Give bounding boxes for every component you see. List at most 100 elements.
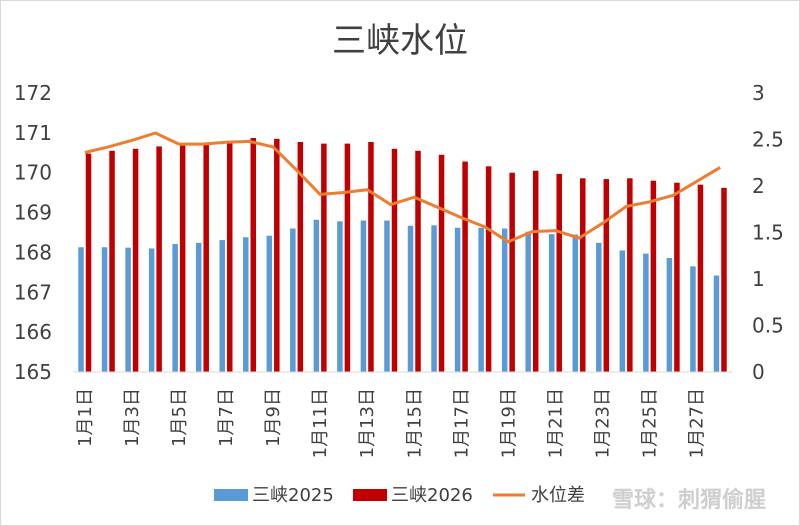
bar-2026 [132,148,139,372]
x-axis-tick-label: 1月11日 [310,388,331,458]
bar-2026 [603,179,610,372]
bar-2025 [619,250,626,372]
bar-2026 [462,161,468,372]
bar-2025 [454,227,461,372]
x-axis-tick-label: 1月1日 [75,388,96,447]
right-axis-tick-label: 1 [752,267,765,291]
bar-2026 [250,138,257,372]
bar-2026 [179,145,186,372]
bar-2025 [548,234,555,372]
right-y-axis: 0 0.5 1 1.5 2 2.5 3 [752,81,784,384]
watermark-text: 雪球：刺猬偷腥 [612,487,766,513]
bar-2026 [368,142,374,372]
bar-2026 [556,173,562,372]
left-axis-tick-label: 168 [14,240,52,264]
x-axis-tick-label: 1月23日 [593,388,614,458]
legend-swatch-2025 [214,489,248,501]
x-axis-tick-label: 1月7日 [216,388,237,447]
bar-2025 [525,231,531,372]
legend: 三峡2025 三峡2026 水位差 [214,485,585,506]
bar-2026 [156,146,162,372]
bar-2025 [478,227,484,372]
bar-2025 [666,258,673,372]
series-2026-bars [85,138,727,372]
x-axis-tick-label: 1月3日 [122,388,143,447]
series-diff-line [84,131,721,244]
right-axis-tick-label: 3 [752,81,765,105]
bar-2026 [297,142,304,372]
x-axis-tick-label: 1月25日 [640,388,661,458]
bar-2025 [407,225,414,372]
bar-2026 [721,187,727,372]
right-axis-tick-label: 0 [752,360,765,384]
chart-title: 三峡水位 [332,21,468,61]
legend-swatch-2026 [353,489,387,501]
x-axis-tick-label: 1月13日 [357,388,378,458]
left-y-axis: 165 166 167 168 169 170 171 172 [14,81,52,384]
bar-2026 [509,172,515,372]
bar-2025 [713,275,720,372]
right-axis-tick-label: 2.5 [752,128,784,152]
bar-2026 [203,144,209,372]
right-axis-tick-label: 2 [752,174,765,198]
bar-2025 [219,240,225,372]
left-axis-tick-label: 166 [14,320,52,344]
bar-2025 [384,220,390,372]
bar-2025 [643,253,649,372]
x-axis-tick-label: 1月15日 [404,388,425,458]
bar-2026 [391,148,398,372]
right-axis-tick-label: 0.5 [752,314,784,338]
left-axis-tick-label: 169 [14,201,52,225]
bar-2026 [274,138,280,372]
bar-2025 [290,228,296,372]
diff-line-path [84,131,721,244]
bar-2026 [650,180,657,372]
legend-label-diff: 水位差 [531,485,585,506]
bar-2026 [580,178,586,372]
bar-2025 [360,220,367,372]
x-axis-tick-label: 1月5日 [169,388,190,447]
x-axis-tick-label: 1月27日 [687,388,708,458]
bar-2025 [101,247,108,372]
bar-2026 [627,178,633,372]
bar-2025 [125,247,131,372]
left-axis-tick-label: 171 [14,121,52,145]
bar-2026 [85,153,92,372]
left-axis-tick-label: 165 [14,360,52,384]
bar-2025 [596,242,602,372]
left-axis-tick-label: 170 [14,161,52,185]
x-axis-tick-label: 1月21日 [545,388,566,458]
bar-2025 [148,248,155,372]
right-axis-tick-label: 1.5 [752,221,784,245]
bar-2025 [195,242,202,372]
bar-2026 [438,154,445,372]
bar-2026 [226,142,233,372]
x-axis-tick-label: 1月17日 [451,388,472,458]
bar-2025 [337,221,343,372]
bar-2025 [266,235,273,372]
bar-2025 [501,228,508,372]
bar-2026 [415,150,421,372]
bar-2026 [674,182,680,372]
bar-2026 [109,150,115,372]
series-2025-bars [78,219,720,372]
x-axis: 1月1日 1月3日 1月5日 1月7日 1月9日 1月11日 1月13日 1月15日 1月17日… [75,388,708,458]
bar-2026 [532,170,539,372]
bar-2025 [243,237,249,372]
bar-2026 [321,143,327,372]
bar-2025 [572,234,579,372]
x-axis-tick-label: 1月9日 [263,388,284,447]
bar-2025 [313,219,320,372]
left-axis-tick-label: 172 [14,81,52,105]
bar-2026 [697,184,704,372]
bar-2026 [344,143,351,372]
bar-2025 [431,225,437,372]
x-axis-tick-label: 1月19日 [498,388,519,458]
legend-label-2026: 三峡2026 [391,485,473,506]
bar-2025 [690,266,696,372]
legend-label-2025: 三峡2025 [252,485,334,506]
bar-2025 [172,244,178,372]
bar-2026 [485,166,492,372]
left-axis-tick-label: 167 [14,280,52,304]
bar-2025 [78,247,84,372]
